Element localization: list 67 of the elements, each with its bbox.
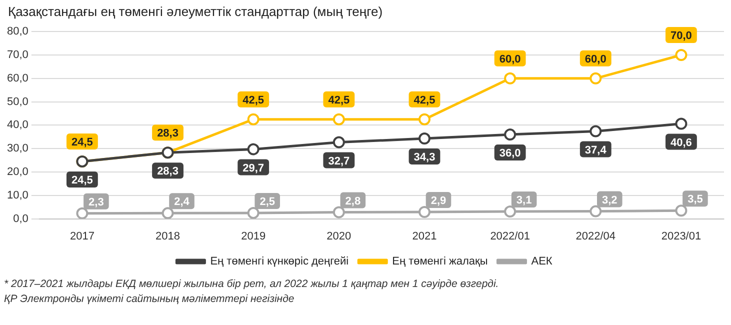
data-label: 2,8 bbox=[345, 195, 361, 208]
data-label: 2,9 bbox=[430, 195, 446, 208]
y-tick-label: 60,0 bbox=[6, 72, 28, 84]
text: ҚР Электронды үкіметі сайтының мәліметтері негізінде bbox=[4, 292, 296, 307]
point bbox=[590, 72, 602, 84]
point bbox=[162, 207, 174, 219]
point bbox=[247, 113, 260, 126]
data-label: 42,5 bbox=[328, 94, 350, 106]
legend-label: АЕК bbox=[531, 256, 553, 268]
data-label: 70,0 bbox=[670, 30, 692, 42]
point bbox=[247, 143, 260, 156]
data-label: 3,2 bbox=[602, 194, 618, 206]
x-tick-label: 2021 bbox=[412, 230, 437, 242]
data-label: 42,5 bbox=[414, 94, 436, 106]
data-label: 29,7 bbox=[242, 162, 264, 174]
point bbox=[675, 204, 688, 217]
data-label: 60,0 bbox=[499, 53, 521, 66]
point bbox=[675, 49, 688, 61]
data-label: 40,6 bbox=[670, 136, 692, 149]
point bbox=[675, 118, 688, 130]
point bbox=[332, 206, 345, 218]
y-tick-label: 0,0 bbox=[13, 212, 28, 225]
point bbox=[418, 206, 430, 218]
data-label: 28,3 bbox=[157, 128, 178, 140]
data-label: 28,3 bbox=[157, 166, 178, 178]
data-label: 3,1 bbox=[516, 194, 532, 207]
legend-label: Ең төменгі күнкөріс деңгейі bbox=[210, 256, 349, 268]
data-label: 2,5 bbox=[260, 196, 275, 208]
data-label: 34,3 bbox=[414, 152, 436, 164]
data-label: 42,5 bbox=[242, 94, 264, 106]
x-tick-label: 2022/04 bbox=[576, 230, 616, 242]
y-tick-label: 30,0 bbox=[6, 142, 28, 155]
point bbox=[418, 113, 430, 126]
data-label: 3,5 bbox=[688, 194, 703, 206]
x-tick-label: 2020 bbox=[326, 230, 352, 242]
point bbox=[504, 206, 516, 218]
x-tick-label: 2022/01 bbox=[490, 230, 530, 242]
y-tick-label: 10,0 bbox=[6, 189, 28, 202]
y-tick-label: 70,0 bbox=[6, 49, 28, 62]
point bbox=[504, 128, 516, 141]
point bbox=[590, 125, 602, 138]
text: * 2017–2021 жылдары ЕКД мөлшері жылына бір рет, ал 2022 жылы 1 қаңтар мен 1 сәуірде өзгерді. bbox=[4, 277, 500, 292]
point bbox=[590, 205, 602, 218]
point bbox=[332, 136, 345, 148]
data-label: 24,5 bbox=[71, 174, 93, 186]
y-tick-label: 80,0 bbox=[6, 26, 28, 38]
x-tick-label: 2018 bbox=[156, 230, 180, 242]
data-label: 32,7 bbox=[328, 155, 350, 168]
x-tick-label: 2017 bbox=[70, 230, 94, 242]
x-tick-label: 2023/01 bbox=[661, 230, 702, 242]
data-label: 60,0 bbox=[584, 53, 606, 66]
point bbox=[332, 113, 345, 126]
data-label: 36,0 bbox=[499, 148, 521, 160]
data-label: 24,5 bbox=[71, 136, 93, 148]
data-label: 2,3 bbox=[88, 196, 104, 208]
point bbox=[76, 207, 88, 219]
x-tick-label: 2019 bbox=[241, 230, 266, 242]
chart-title: Қазақстандағы ең төменгі әлеуметтік стандарттар (мың теңге) bbox=[7, 3, 384, 21]
point bbox=[418, 132, 430, 145]
data-label: 2,4 bbox=[174, 196, 190, 208]
y-tick-label: 40,0 bbox=[6, 119, 28, 132]
data-label: 37,4 bbox=[584, 144, 608, 156]
point bbox=[247, 206, 260, 219]
y-tick-label: 50,0 bbox=[6, 96, 28, 108]
y-tick-label: 20,0 bbox=[6, 166, 28, 178]
point bbox=[504, 72, 516, 84]
legend-label: Ең төменгі жалақы bbox=[392, 256, 488, 268]
